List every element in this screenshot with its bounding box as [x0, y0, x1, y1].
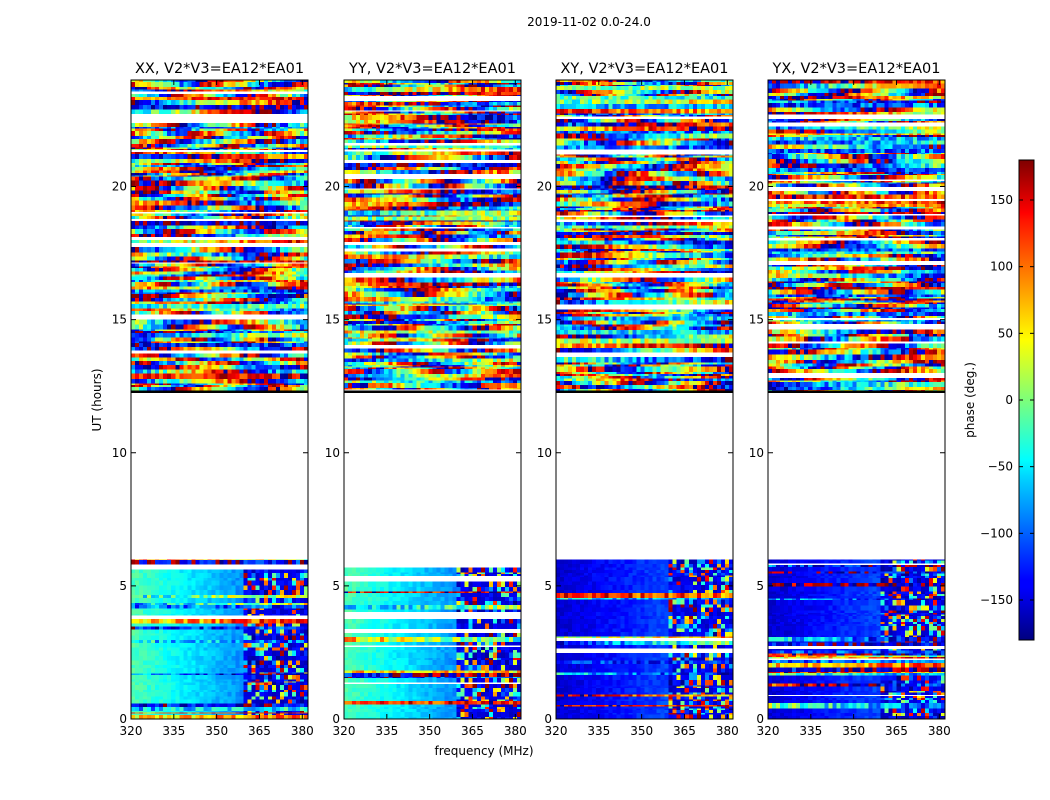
panel-title-xx: XX, V2*V3=EA12*EA01	[135, 61, 304, 77]
x-axis-label: frequency (MHz)	[434, 744, 533, 758]
colorbar-tick-label: −50	[988, 460, 1013, 474]
panel-title-xy: XY, V2*V3=EA12*EA01	[560, 61, 728, 77]
x-tick-label: 320	[333, 724, 356, 738]
y-tick-label: 0	[756, 712, 764, 726]
figure-suptitle: 2019-11-02 0.0-24.0	[527, 15, 651, 29]
colorbar-tick-label: −150	[980, 593, 1013, 607]
colorbar-tick-label: 150	[990, 193, 1013, 207]
x-tick-label: 320	[120, 724, 143, 738]
x-tick-label: 365	[673, 724, 696, 738]
x-tick-label: 320	[757, 724, 780, 738]
y-tick-label: 20	[537, 180, 552, 194]
panel-xy: XY, V2*V3=EA12*EA01 320 335 350 365 380 0 5 10 15…	[537, 61, 739, 738]
colorbar-label: phase (deg.)	[963, 362, 977, 438]
x-tick-label: 335	[375, 724, 398, 738]
colorbar-tick-label: 50	[998, 326, 1013, 340]
colorbar: −150 −100 −50 0 50 100 150	[980, 160, 1034, 640]
colorbar-tick-label: 0	[1005, 393, 1013, 407]
y-tick-label: 10	[112, 446, 127, 460]
x-tick-label: 380	[291, 724, 314, 738]
y-tick-label: 5	[756, 579, 764, 593]
phase-waterfall-figure: 2019-11-02 0.0-24.0 XX, V2*V3=EA12*EA01 3…	[0, 0, 1050, 800]
x-tick-label: 335	[587, 724, 610, 738]
x-tick-label: 365	[461, 724, 484, 738]
y-tick-label: 15	[112, 313, 127, 327]
y-tick-label: 5	[544, 579, 552, 593]
y-tick-label: 20	[749, 180, 764, 194]
y-tick-label: 0	[544, 712, 552, 726]
y-tick-label: 20	[325, 180, 340, 194]
y-tick-label: 15	[325, 313, 340, 327]
y-tick-label: 15	[537, 313, 552, 327]
y-axis-label: UT (hours)	[90, 368, 104, 431]
x-tick-label: 350	[418, 724, 441, 738]
x-tick-label: 350	[630, 724, 653, 738]
panel-title-yy: YY, V2*V3=EA12*EA01	[348, 61, 516, 77]
panel-yy: YY, V2*V3=EA12*EA01 320 335 350 365 380 0 5 10 15…	[325, 61, 527, 738]
y-tick-label: 10	[749, 446, 764, 460]
panel-xx: XX, V2*V3=EA12*EA01 320 335 350 365 380 0 5 10 15…	[112, 61, 314, 738]
x-tick-label: 365	[248, 724, 271, 738]
x-tick-label: 365	[885, 724, 908, 738]
x-tick-label: 320	[545, 724, 568, 738]
y-tick-label: 20	[112, 180, 127, 194]
y-tick-label: 15	[749, 313, 764, 327]
x-tick-label: 335	[162, 724, 185, 738]
x-tick-label: 380	[504, 724, 527, 738]
x-tick-label: 335	[799, 724, 822, 738]
panel-title-yx: YX, V2*V3=EA12*EA01	[771, 61, 940, 77]
panel-yx: YX, V2*V3=EA12*EA01 320 335 350 365 380 0 5 10 15…	[749, 61, 951, 738]
x-tick-label: 380	[928, 724, 951, 738]
y-tick-label: 0	[332, 712, 340, 726]
colorbar-tick-label: −100	[980, 526, 1013, 540]
x-tick-label: 380	[716, 724, 739, 738]
y-tick-label: 10	[325, 446, 340, 460]
x-tick-label: 350	[205, 724, 228, 738]
y-tick-label: 5	[119, 579, 127, 593]
colorbar-tick-label: 100	[990, 260, 1013, 274]
x-tick-label: 350	[842, 724, 865, 738]
y-tick-label: 10	[537, 446, 552, 460]
y-tick-label: 0	[119, 712, 127, 726]
y-tick-label: 5	[332, 579, 340, 593]
